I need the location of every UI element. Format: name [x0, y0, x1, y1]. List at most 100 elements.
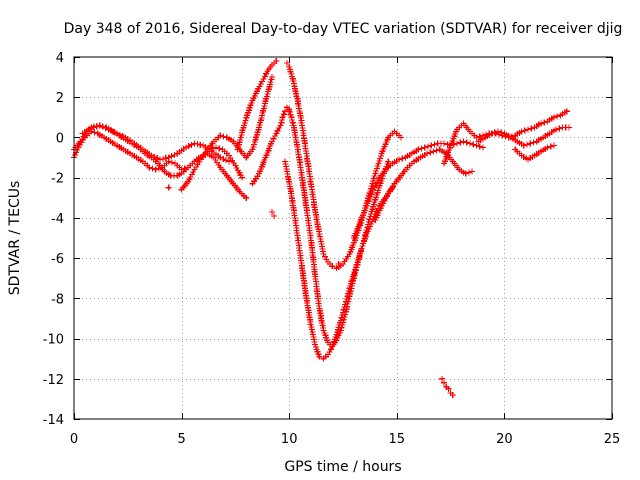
data-point	[278, 119, 285, 126]
data-point	[518, 128, 525, 135]
data-point	[99, 123, 106, 130]
y-tick-label: -8	[51, 292, 64, 307]
data-point	[223, 157, 230, 164]
data-point	[286, 108, 293, 115]
data-point	[93, 123, 100, 130]
data-point	[344, 293, 351, 300]
data-point	[544, 144, 551, 151]
data-point	[288, 114, 295, 121]
axis-ticks	[74, 57, 613, 420]
data-point	[91, 123, 98, 130]
data-point	[154, 155, 161, 162]
data-point	[479, 144, 486, 151]
data-point	[337, 317, 344, 324]
data-point	[423, 150, 430, 157]
grid	[74, 57, 612, 419]
y-tick-label: -14	[43, 413, 64, 428]
data-point	[553, 126, 560, 133]
data-points	[71, 58, 572, 398]
data-point	[335, 261, 342, 268]
data-point	[238, 174, 245, 181]
data-point	[279, 114, 286, 121]
data-point	[476, 143, 483, 150]
data-point	[521, 127, 528, 134]
data-point	[343, 296, 350, 303]
data-point	[220, 133, 227, 140]
data-point	[399, 155, 406, 162]
data-point	[105, 126, 112, 133]
data-point	[525, 126, 532, 133]
x-tick-label: 20	[496, 432, 513, 447]
data-point	[494, 128, 501, 135]
data-point	[418, 145, 425, 152]
data-point	[491, 129, 498, 136]
data-point	[444, 141, 451, 148]
data-point	[185, 143, 192, 150]
data-point	[498, 129, 505, 136]
x-tick-label: 5	[177, 432, 185, 447]
data-point	[159, 155, 166, 162]
y-tick-label: -12	[43, 373, 64, 388]
data-point	[217, 132, 224, 139]
data-point	[271, 212, 278, 219]
data-point	[339, 312, 346, 319]
data-point	[146, 164, 153, 171]
y-tick-label: -2	[51, 172, 64, 187]
x-tick-label: 25	[604, 432, 621, 447]
data-point	[563, 108, 570, 115]
data-point	[473, 134, 480, 141]
data-point	[116, 131, 123, 138]
data-point	[488, 130, 495, 137]
data-point	[430, 148, 437, 155]
data-point	[279, 117, 286, 124]
data-point	[194, 141, 201, 148]
data-point	[329, 263, 336, 270]
data-point	[457, 139, 464, 146]
x-tick-label: 0	[70, 432, 78, 447]
data-point	[460, 138, 467, 145]
data-point	[157, 156, 164, 163]
y-tick-label: 0	[56, 131, 64, 146]
data-point	[454, 140, 461, 147]
x-axis-label: GPS time / hours	[284, 459, 401, 475]
plot-frame	[73, 56, 613, 420]
data-point	[149, 165, 156, 172]
data-point	[162, 155, 169, 162]
data-point	[445, 385, 452, 392]
data-point	[280, 111, 287, 118]
data-point	[289, 117, 296, 124]
data-point	[102, 125, 109, 132]
data-point	[220, 155, 227, 162]
data-point	[428, 142, 435, 149]
data-point	[385, 158, 392, 165]
data-point	[268, 208, 275, 215]
data-point	[463, 139, 470, 146]
data-point	[395, 156, 402, 163]
data-point	[449, 391, 456, 398]
data-point	[114, 130, 121, 137]
data-point	[197, 141, 204, 148]
data-point	[476, 133, 483, 140]
data-point	[554, 113, 561, 120]
data-point	[342, 298, 349, 305]
data-point	[168, 159, 175, 166]
data-point	[425, 143, 432, 150]
data-point	[340, 309, 346, 316]
y-tick-label: 4	[56, 51, 64, 66]
y-tick-label: -4	[51, 212, 64, 227]
data-point	[111, 129, 118, 136]
y-tick-label: -10	[43, 333, 64, 348]
data-point	[415, 146, 422, 153]
data-point	[530, 139, 537, 146]
data-point	[188, 141, 195, 148]
data-point	[342, 301, 349, 308]
data-point	[462, 170, 469, 177]
data-point	[209, 145, 216, 152]
data-point	[316, 353, 323, 360]
data-point	[243, 194, 250, 201]
data-point	[213, 144, 220, 151]
data-point	[168, 153, 175, 160]
tick-labels: 0 5 10 15 20 25 -14 -12 -10 -8 -6 -4 -2 0 2 4	[43, 51, 621, 447]
data-point	[469, 168, 476, 175]
data-point	[427, 149, 434, 156]
